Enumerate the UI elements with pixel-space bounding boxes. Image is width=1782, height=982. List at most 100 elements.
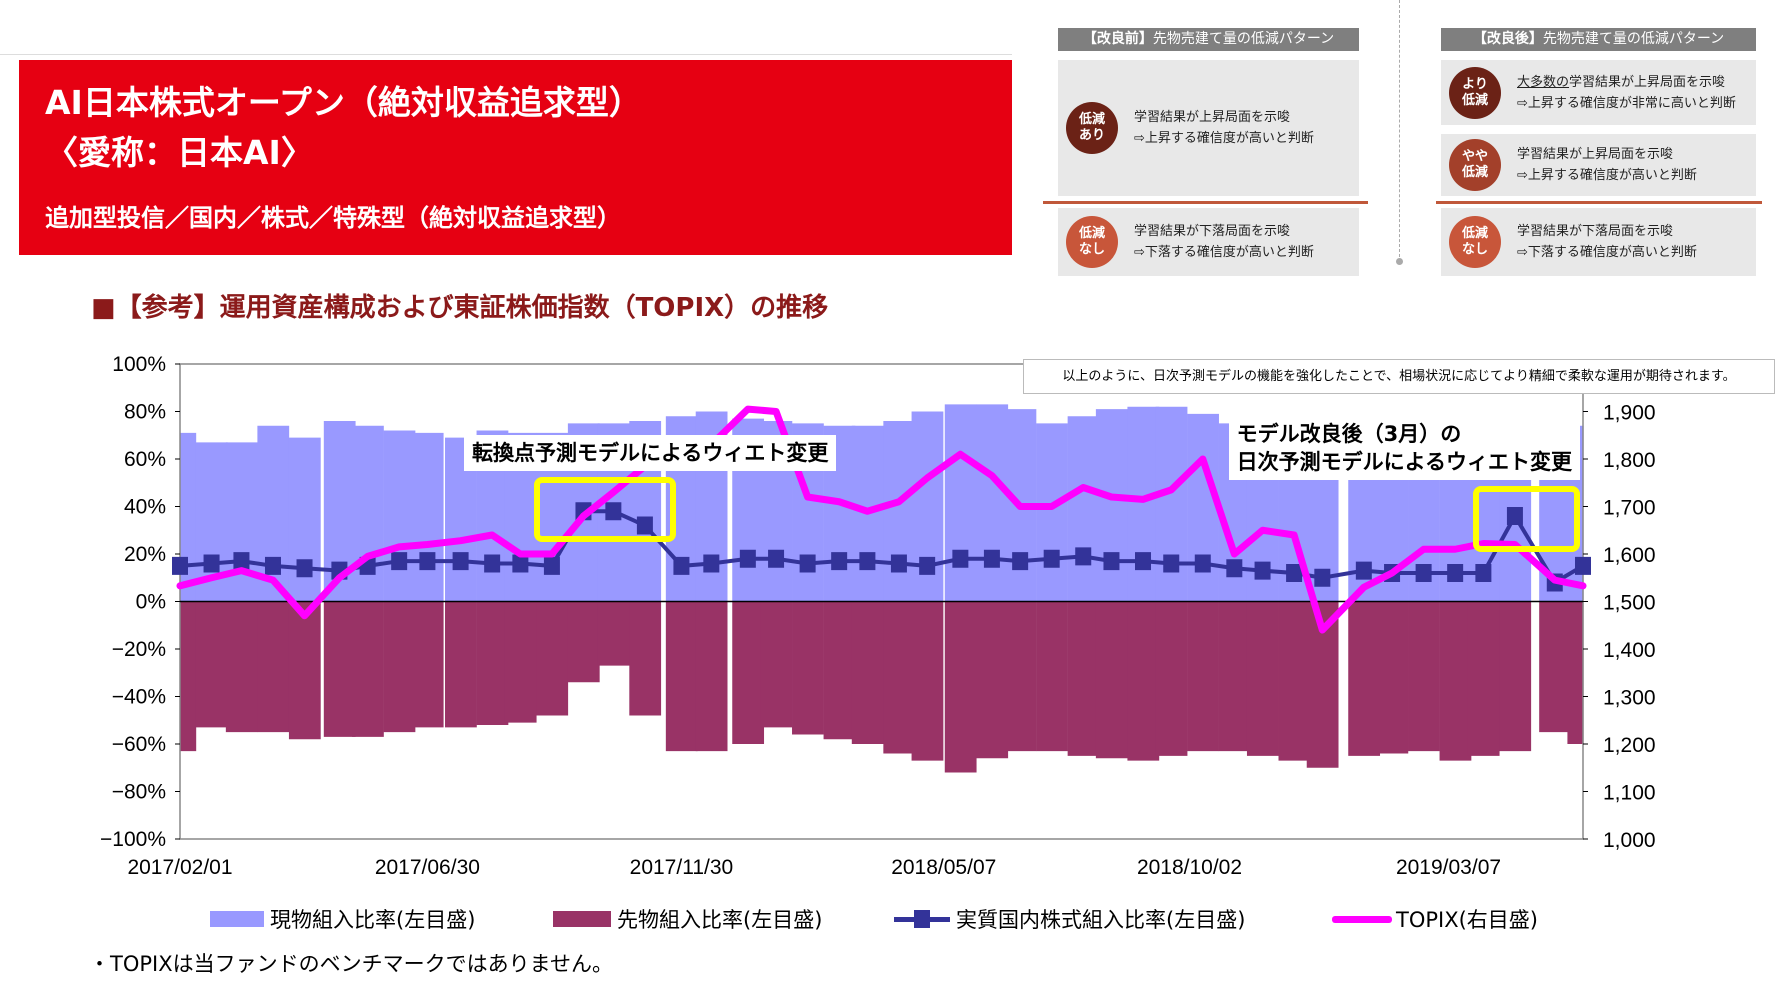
futures-ratio-bar [629, 601, 662, 716]
physical-ratio-bar [383, 430, 416, 602]
effective-ratio-marker [1355, 561, 1372, 580]
left-axis-label: 0% [136, 591, 166, 614]
futures-ratio-bar [288, 601, 321, 740]
effective-ratio-marker [890, 554, 907, 573]
effective-ratio-marker [799, 554, 816, 573]
effective-ratio-marker [296, 559, 313, 578]
futures-ratio-bar [851, 601, 884, 744]
legend-marker-icon [894, 909, 950, 929]
pattern-row: 低減 なし 学習結果が下落局面を示唆 ⇨下落する確信度が高いと判断 [1058, 208, 1359, 276]
footnote: ・TOPIXは当ファンドのベンチマークではありません。 [89, 952, 613, 976]
badge-icon: 低減 なし [1066, 216, 1118, 268]
physical-ratio-bar [1095, 409, 1128, 602]
right-axis-label: 1,300 [1603, 687, 1656, 710]
physical-ratio-bar [1036, 423, 1068, 602]
futures-ratio-bar [1376, 601, 1409, 754]
annotation-line: モデル改良後（3月）の [1236, 422, 1462, 446]
futures-ratio-bar [1348, 601, 1381, 756]
legend-label: TOPIX(右目盛) [1396, 908, 1538, 932]
futures-ratio-bar [1218, 601, 1251, 752]
legend-label: 実質国内株式組入比率(左目盛) [956, 908, 1246, 932]
panel-after: 【改良後】先物売建て量の低減パターン [1441, 28, 1756, 51]
physical-ratio-bar [180, 432, 197, 602]
effective-ratio-marker [1194, 554, 1211, 573]
effective-ratio-marker [543, 556, 560, 575]
effective-ratio-marker [233, 552, 250, 571]
right-axis-label: 1,800 [1603, 449, 1656, 472]
panel-header-text: 先物売建て量の低減パターン [1152, 31, 1335, 47]
futures-ratio-bar [1095, 601, 1128, 759]
effective-ratio-marker [1043, 549, 1060, 568]
futures-ratio-bar [383, 601, 416, 733]
pattern-row: やや 低減 学習結果が上昇局面を示唆 ⇨上昇する確信度が高いと判断 [1441, 134, 1756, 196]
futures-ratio-bar [567, 601, 600, 683]
futures-ratio-bar [760, 601, 793, 728]
futures-ratio-bar [1127, 601, 1160, 761]
effective-ratio-marker [919, 556, 936, 575]
futures-ratio-bar [1539, 601, 1571, 733]
highlight-box [534, 477, 676, 542]
left-axis-label: −80% [112, 781, 166, 804]
badge-icon: やや 低減 [1449, 139, 1501, 191]
effective-ratio-marker [452, 552, 469, 571]
futures-ratio-bar [823, 601, 856, 740]
effective-ratio-marker [1447, 564, 1464, 582]
effective-ratio-marker [203, 554, 220, 573]
futures-ratio-bar [195, 601, 228, 728]
physical-ratio-bar [352, 425, 384, 602]
row-text: ⇨上昇する確信度が非常に高いと判断 [1517, 95, 1736, 111]
effective-ratio-marker [1163, 554, 1180, 573]
effective-ratio-marker [419, 552, 436, 571]
effective-ratio-marker [703, 554, 720, 573]
legend-label: 現物組入比率(左目盛) [270, 908, 476, 932]
futures-ratio-bar [1499, 601, 1532, 752]
fund-nickname: 〈愛称：日本AI〉 [45, 133, 314, 172]
futures-ratio-bar [536, 601, 569, 716]
futures-ratio-bar [180, 601, 197, 752]
futures-ratio-bar [1408, 601, 1440, 752]
futures-ratio-bar [597, 601, 630, 666]
effective-ratio-marker [1012, 552, 1029, 571]
effective-ratio-marker [172, 556, 188, 575]
legend-line [1332, 915, 1392, 923]
futures-ratio-bar [1246, 601, 1279, 756]
right-axis-label: 1,100 [1603, 782, 1656, 805]
effective-ratio-marker [264, 556, 281, 575]
effective-ratio-marker [1314, 568, 1331, 587]
physical-ratio-bar [944, 404, 977, 602]
effective-ratio-marker [1226, 559, 1243, 578]
effective-ratio-marker [673, 556, 690, 575]
pattern-row: 低減 なし 学習結果が下落局面を示唆 ⇨下落する確信度が高いと判断 [1441, 208, 1756, 276]
row-text: 学習結果が下落局面を示唆 [1517, 224, 1674, 239]
right-axis-label: 1,600 [1603, 544, 1656, 567]
left-axis-label: 60% [124, 448, 166, 471]
left-axis-label: 80% [124, 401, 166, 424]
futures-ratio-bar [883, 601, 916, 754]
futures-ratio-bar [1278, 601, 1311, 761]
futures-ratio-bar [257, 601, 290, 733]
effective-ratio-marker [1415, 564, 1432, 582]
left-axis-label: −60% [112, 733, 166, 756]
divider [1399, 0, 1400, 262]
right-axis-label: 1,700 [1603, 497, 1656, 520]
pattern-row: より 低減 大多数の学習結果が上昇局面を示唆 ⇨上昇する確信度が非常に高いと判断 [1441, 60, 1756, 125]
left-axis-label: 20% [124, 543, 166, 566]
effective-ratio-marker [1075, 547, 1092, 566]
right-axis-label: 1,200 [1603, 734, 1656, 757]
fund-name: AI日本株式オープン（絶対収益追求型） [45, 83, 642, 122]
futures-ratio-bar [352, 601, 384, 737]
futures-ratio-bar [911, 601, 944, 761]
effective-ratio-line [179, 509, 1585, 586]
futures-ratio-bar [411, 601, 444, 728]
fund-category: 追加型投信／国内／株式／特殊型（絶対収益追求型） [45, 204, 621, 232]
effective-ratio-marker [484, 554, 501, 573]
effective-ratio-marker [391, 552, 408, 571]
effective-ratio-marker [1103, 552, 1120, 571]
badge-icon: 低減 なし [1449, 216, 1501, 268]
effective-ratio-marker [859, 552, 876, 571]
legend-item-topix: TOPIX(右目盛) [1332, 904, 1538, 934]
x-axis-label: 2018/05/07 [891, 856, 996, 879]
x-axis-label: 2017/11/30 [630, 856, 734, 879]
badge-icon: 低減 あり [1066, 102, 1118, 154]
panel-header-bold: 【改良後】 [1472, 31, 1543, 47]
